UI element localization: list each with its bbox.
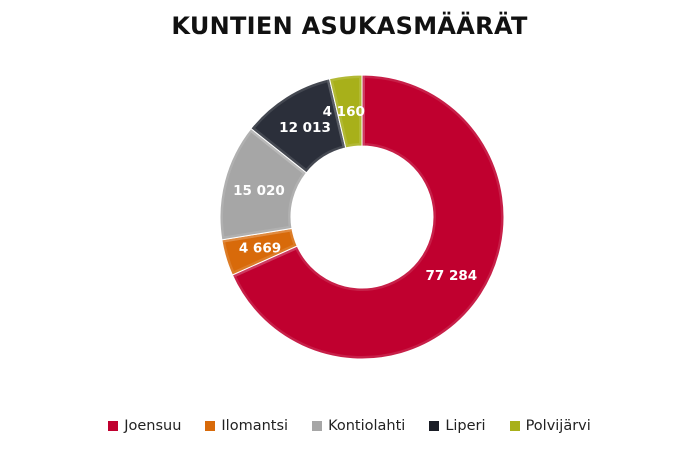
legend-swatch-kontiolahti (312, 421, 323, 431)
legend-label: Kontiolahti (328, 418, 406, 434)
data-label: 4 669 (239, 241, 281, 257)
legend-item-polvijarvi: Polvijärvi (509, 418, 591, 434)
slice-bevel (228, 71, 507, 362)
legend-item-kontiolahti: Kontiolahti (312, 418, 405, 434)
legend-item-joensuu: Joensuu (108, 418, 181, 434)
legend-item-liperi: Liperi (429, 418, 486, 434)
legend-label: Polvijärvi (525, 418, 591, 434)
chart-title: KUNTIEN ASUKASMÄÄRÄT (171, 12, 528, 40)
legend: Joensuu Ilomantsi Kontiolahti Liperi Pol… (0, 418, 699, 434)
legend-swatch-ilomantsi (205, 421, 216, 431)
legend-swatch-polvijarvi (509, 421, 520, 431)
data-label: 4 160 (323, 104, 365, 120)
legend-label: Joensuu (124, 418, 182, 434)
legend-label: Ilomantsi (221, 418, 289, 434)
slice-bevel (325, 71, 365, 152)
donut-slices (217, 71, 507, 362)
legend-swatch-joensuu (108, 421, 119, 431)
slice-polvijrvi (328, 74, 363, 149)
legend-item-ilomantsi: Ilomantsi (205, 418, 288, 434)
slice-joensuu (231, 74, 505, 360)
legend-swatch-liperi (429, 421, 440, 431)
legend-label: Liperi (445, 418, 486, 434)
data-label: 15 020 (233, 183, 285, 199)
data-label: 77 284 (426, 268, 478, 284)
data-label: 12 013 (279, 120, 331, 136)
